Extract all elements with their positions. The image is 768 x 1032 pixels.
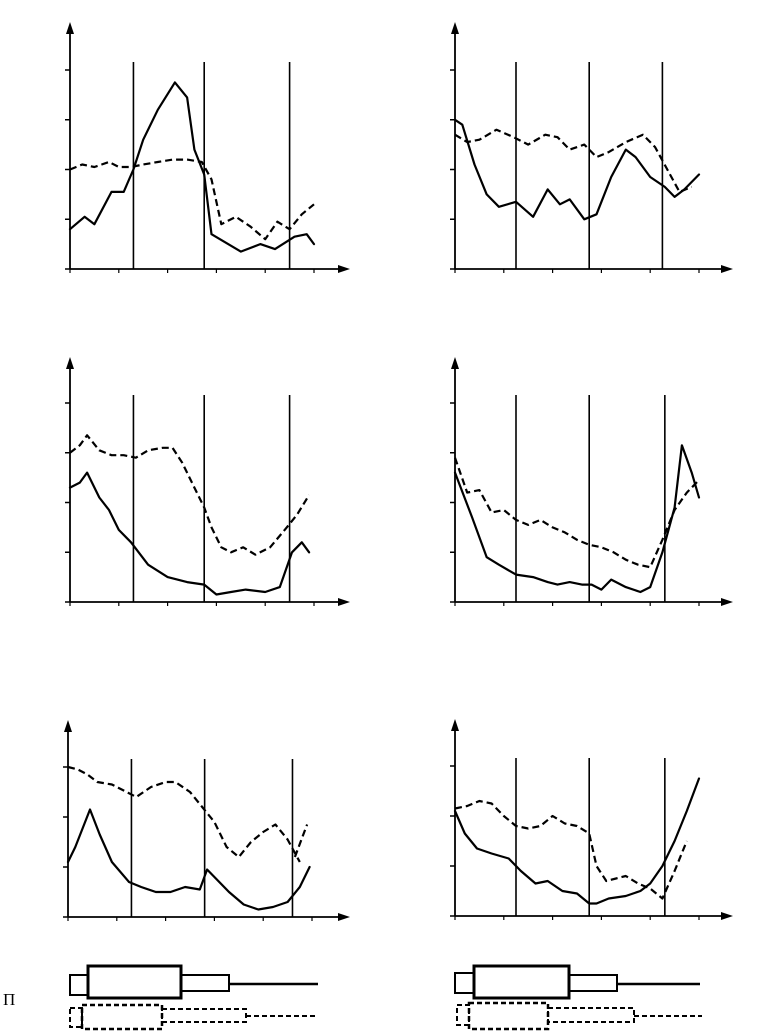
x-axis-arrow	[721, 265, 733, 273]
y-axis-arrow	[451, 357, 459, 369]
legend-left-probe	[69, 964, 318, 1031]
series-dashed-line	[454, 128, 693, 193]
legend-left-solid-tip	[69, 974, 89, 996]
series-dashed-tail-line	[293, 824, 309, 858]
probe-legend: П	[3, 964, 702, 1031]
chart-panel-4	[450, 22, 733, 273]
y-axis-arrow	[451, 22, 459, 34]
legend-label: П	[3, 990, 15, 1009]
series-dashed-line	[69, 434, 311, 556]
series-dashed-line	[454, 799, 688, 900]
series-solid-line	[453, 118, 701, 221]
x-axis-arrow	[721, 912, 733, 920]
chart-panel-1	[65, 22, 350, 273]
series-dashed-line	[67, 765, 301, 863]
series-solid-line	[68, 471, 311, 596]
legend-right-dashed-tip	[456, 1004, 470, 1026]
y-axis-arrow	[451, 719, 459, 731]
y-axis-arrow	[64, 720, 72, 732]
legend-right-probe	[454, 964, 702, 1031]
chart-panel-2	[65, 357, 350, 606]
chart-panel-6	[450, 719, 733, 920]
chart-panels	[63, 22, 733, 921]
legend-right-dashed-body	[467, 1001, 550, 1031]
legend-left-solid-collar	[180, 974, 230, 992]
chart-panel-5	[450, 357, 733, 606]
y-axis-arrow	[66, 22, 74, 34]
legend-right-dashed-collar	[547, 1007, 635, 1023]
series-solid-line	[68, 81, 316, 253]
series-solid-line	[66, 808, 311, 911]
legend-left-dashed-tip	[69, 1007, 83, 1028]
series-dashed-line	[453, 457, 700, 569]
x-axis-arrow	[338, 598, 350, 606]
legend-left-dashed-collar	[161, 1008, 247, 1023]
legend-right-solid-collar	[568, 974, 618, 992]
legend-left-solid-body	[86, 964, 183, 1000]
legend-left-dashed-body	[80, 1003, 164, 1031]
x-axis-arrow	[721, 598, 733, 606]
series-solid-line	[453, 444, 701, 594]
x-axis-arrow	[338, 265, 350, 273]
chart-panel-3	[63, 720, 350, 921]
x-axis-arrow	[338, 913, 350, 921]
legend-right-solid-body	[472, 964, 571, 1000]
legend-right-solid-tip	[454, 972, 475, 994]
series-solid-line	[453, 777, 701, 905]
y-axis-arrow	[66, 357, 74, 369]
